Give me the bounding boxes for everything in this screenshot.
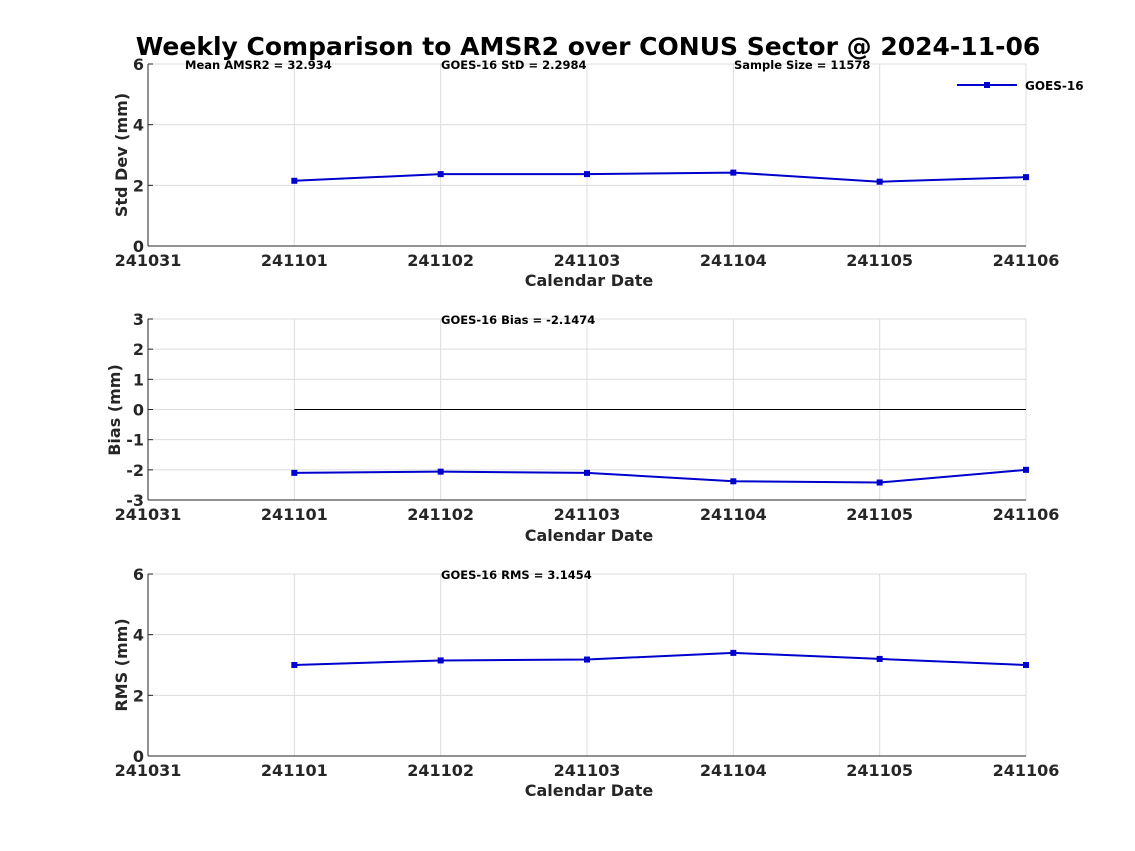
annotation-bias: GOES-16 Bias = -2.1474 <box>441 313 595 327</box>
x-tick-label: 241103 <box>554 761 621 780</box>
x-tick-label: 241031 <box>115 761 182 780</box>
data-point <box>730 169 737 176</box>
series-layer <box>291 466 1029 486</box>
x-ticks: 241031 241101 241102 241103 241104 241105 2411… <box>115 251 1060 270</box>
subplot-rms: 0 2 4 6 241031 241101 241102 241103 241104 24110… <box>112 565 1059 800</box>
y-tick-label: 0 <box>133 401 144 420</box>
axes-layer <box>147 63 1026 247</box>
x-tick-label: 241106 <box>993 505 1060 524</box>
y-tick-label: 6 <box>133 565 144 584</box>
x-tick-label: 241104 <box>700 505 767 524</box>
series-line-goes-16 <box>294 651 1027 666</box>
data-point <box>876 178 883 185</box>
x-ticks: 241031 241101 241102 241103 241104 241105 2411… <box>115 505 1060 524</box>
data-point <box>1023 662 1029 668</box>
y-axis-label: RMS (mm) <box>112 618 131 711</box>
y-tick-label: 2 <box>133 340 144 359</box>
legend-marker <box>984 82 990 88</box>
x-tick-label: 241102 <box>407 761 474 780</box>
x-tick-label: 241101 <box>261 251 328 270</box>
data-point <box>584 469 590 476</box>
y-ticks: -3 -2 -1 0 1 2 3 <box>126 310 144 510</box>
data-point <box>291 469 298 476</box>
data-point <box>876 479 883 486</box>
x-axis-label: Calendar Date <box>525 781 654 800</box>
legend-label: GOES-16 <box>1025 79 1084 93</box>
x-tick-label: 241102 <box>407 505 474 524</box>
y-axis-label: Std Dev (mm) <box>112 93 131 217</box>
x-tick-label: 241101 <box>261 761 328 780</box>
axes-layer <box>147 318 1026 501</box>
annotation-rms: GOES-16 RMS = 3.1454 <box>441 568 592 582</box>
x-axis-label: Calendar Date <box>525 526 654 545</box>
data-point <box>584 656 590 663</box>
x-tick-label: 241103 <box>554 251 621 270</box>
y-ticks: 0 2 4 6 <box>133 55 144 256</box>
legend: GOES-16 <box>957 79 1084 93</box>
series-layer <box>291 169 1029 185</box>
data-point <box>291 662 298 668</box>
annotation-std: GOES-16 StD = 2.2984 <box>441 58 586 72</box>
y-tick-label: 0 <box>133 237 144 256</box>
y-tick-label: 4 <box>133 116 144 135</box>
x-tick-label: 241103 <box>554 505 621 524</box>
x-tick-label: 241102 <box>407 251 474 270</box>
y-tick-label: -1 <box>126 431 144 450</box>
x-tick-label: 241104 <box>700 251 767 270</box>
x-tick-label: 241105 <box>846 251 913 270</box>
data-point <box>584 171 590 178</box>
subplot-bias: -3 -2 -1 0 1 2 3 241031 241101 241102 241103 24110… <box>105 310 1059 545</box>
x-tick-label: 241031 <box>115 251 182 270</box>
data-point <box>1023 174 1029 181</box>
axes-layer <box>147 573 1026 757</box>
y-tick-label: -3 <box>126 491 144 510</box>
y-ticks: 0 2 4 6 <box>133 565 144 766</box>
data-point <box>291 177 298 184</box>
series-layer <box>291 649 1029 668</box>
y-tick-label: -2 <box>126 461 144 480</box>
series-line-goes-16 <box>294 468 1027 484</box>
x-ticks: 241031 241101 241102 241103 241104 241105 2411… <box>115 761 1060 780</box>
data-point <box>730 649 737 656</box>
y-tick-label: 1 <box>133 370 144 389</box>
data-point <box>437 171 444 178</box>
data-point <box>730 478 737 485</box>
y-tick-label: 6 <box>133 55 144 74</box>
data-point <box>1023 466 1029 473</box>
y-tick-label: 3 <box>133 310 144 329</box>
x-tick-label: 241106 <box>993 251 1060 270</box>
x-tick-label: 241101 <box>261 505 328 524</box>
x-tick-label: 241106 <box>993 761 1060 780</box>
y-tick-label: 2 <box>133 686 144 705</box>
data-point <box>876 655 883 662</box>
series-line-goes-16 <box>294 171 1027 183</box>
subplot-std-dev: 0 2 4 6 241031 241101 241102 241103 241104 24110… <box>112 55 1084 290</box>
x-tick-label: 241104 <box>700 761 767 780</box>
annotation-sample-size: Sample Size = 11578 <box>734 58 870 72</box>
x-tick-label: 241105 <box>846 761 913 780</box>
data-point <box>437 657 444 664</box>
x-tick-label: 241031 <box>115 505 182 524</box>
y-tick-label: 2 <box>133 176 144 195</box>
grid-layer <box>148 573 1027 756</box>
annotation-mean-amsr2: Mean AMSR2 = 32.934 <box>185 58 332 72</box>
x-tick-label: 241105 <box>846 505 913 524</box>
y-tick-label: 4 <box>133 626 144 645</box>
y-axis-label: Bias (mm) <box>105 364 124 456</box>
x-axis-label: Calendar Date <box>525 271 654 290</box>
data-point <box>437 468 444 475</box>
y-tick-label: 0 <box>133 747 144 766</box>
chart-title: Weekly Comparison to AMSR2 over CONUS Se… <box>136 32 1041 61</box>
grid-layer <box>148 63 1027 246</box>
